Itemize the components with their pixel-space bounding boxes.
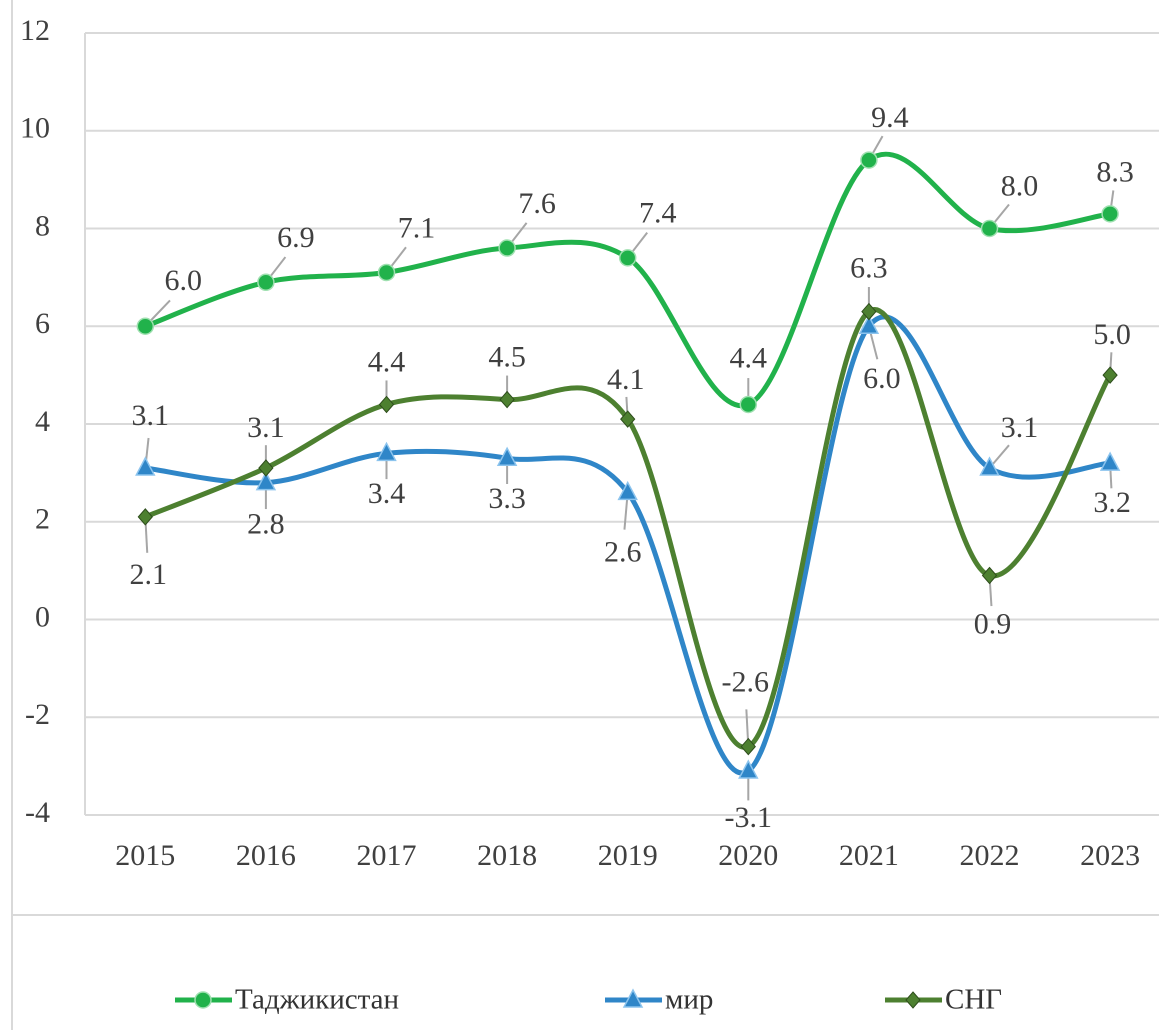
marker [618,249,637,267]
data-label: 4.1 [607,363,645,396]
marker [617,480,638,501]
marker [620,410,636,428]
marker [135,456,156,476]
data-label: -2.6 [722,665,770,698]
data-label: 3.3 [488,482,526,515]
marker [498,239,516,257]
data-label: 5.0 [1093,318,1131,351]
marker [860,151,878,169]
marker [980,219,999,238]
x-tick-label: 2021 [839,839,899,872]
y-tick-label: -2 [25,698,50,731]
marker [499,390,515,409]
marker [257,273,275,292]
y-tick-label: 0 [35,600,50,633]
data-label: -3.1 [725,801,773,834]
marker [136,317,155,335]
data-label: 6.0 [863,362,901,395]
y-tick-label: 4 [35,405,50,438]
y-tick-label: -4 [25,796,50,829]
x-tick-label: 2015 [115,839,175,872]
data-label: 4.4 [368,345,406,378]
data-label: 7.1 [398,211,436,244]
legend-label: Таджикистан [235,984,399,1016]
data-label: 3.1 [247,411,285,444]
legend-label: мир [665,984,713,1016]
marker [858,314,880,334]
marker [496,446,518,466]
x-tick-label: 2017 [357,839,417,872]
marker [377,263,396,282]
marker [1102,366,1118,384]
series-line [144,307,1113,750]
data-label: 6.0 [165,264,203,297]
data-label: 7.4 [639,197,677,230]
data-label: 2.6 [604,535,642,568]
series-line [144,151,1111,409]
marker [194,991,212,1009]
data-label: 3.2 [1093,486,1131,519]
marker [1101,205,1119,223]
y-tick-label: 2 [35,503,50,536]
marker [740,737,756,756]
marker [376,441,397,462]
x-tick-label: 2016 [236,839,296,872]
data-label: 6.9 [277,221,315,254]
series-line [144,314,1111,776]
marker [255,471,277,491]
x-tick-label: 2022 [960,839,1020,872]
marker [258,459,274,477]
data-label: 4.4 [730,341,768,374]
data-label: 8.0 [1001,169,1039,202]
legend-label: СНГ [945,984,1002,1016]
data-label: 0.9 [974,607,1012,640]
data-label: 9.4 [871,101,909,134]
marker [738,759,759,779]
data-label: 2.8 [247,508,285,541]
data-label: 3.1 [132,399,170,432]
data-label: 8.3 [1096,156,1134,189]
marker [622,988,644,1008]
x-tick-label: 2018 [477,839,537,872]
marker [979,456,1000,476]
y-tick-label: 6 [35,307,50,340]
marker [137,508,153,526]
x-tick-label: 2023 [1080,839,1140,872]
data-label: 4.5 [488,340,526,373]
marker [981,566,998,585]
data-label: 2.1 [130,558,168,591]
y-tick-label: 10 [20,112,50,145]
x-tick-label: 2019 [598,839,658,872]
marker [378,395,395,414]
marker [739,395,758,414]
y-tick-label: 8 [35,209,50,242]
data-label: 3.4 [368,477,406,510]
data-label: 3.1 [1001,411,1039,444]
marker [1099,451,1121,471]
y-tick-label: 12 [20,14,50,47]
marker [861,302,877,321]
marker [905,991,921,1009]
data-label: 7.6 [518,187,556,220]
x-tick-label: 2020 [718,839,778,872]
data-label: 6.3 [850,251,888,284]
